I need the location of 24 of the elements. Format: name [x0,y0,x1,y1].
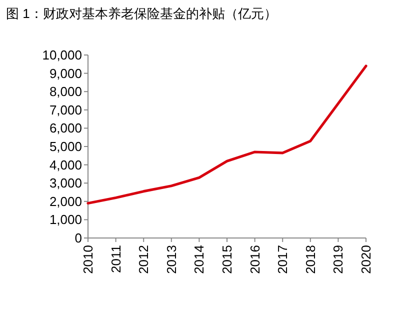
line-series [86,64,368,205]
x-tick-label: 2011 [108,245,124,273]
x-tick-label: 2019 [330,245,346,274]
title: 图 1：财政对基本养老保险基金的补贴（亿元） [6,6,277,21]
y-tick-label: 4,000 [49,157,82,172]
y-tick-label: 8,000 [49,84,82,100]
y-tick-label: 10,000 [42,48,82,62]
x-tick-label: 2020 [358,245,374,274]
x-tick-label: 2012 [136,245,152,274]
y-tick-label: 1,000 [49,212,82,228]
x-tick-label: 2013 [164,245,179,274]
x-tick-label: 2014 [192,245,207,274]
y-tick-label: 7,000 [49,102,82,118]
x-tick-label: 2015 [220,245,234,274]
y-tick-label: 5,000 [49,139,82,154]
y-tick-label: 6,000 [49,120,82,136]
x-tick-label: 2010 [80,245,96,274]
x-tick-label: 2016 [247,245,262,274]
y-tick-label: 0 [74,230,82,246]
y-tick-label: 3,000 [49,176,82,191]
x-tick-label: 2017 [275,245,290,274]
y-tick-label: 2,000 [49,194,82,209]
y-tick-label: 9,000 [49,66,82,81]
x-tick-label: 2018 [302,245,318,274]
